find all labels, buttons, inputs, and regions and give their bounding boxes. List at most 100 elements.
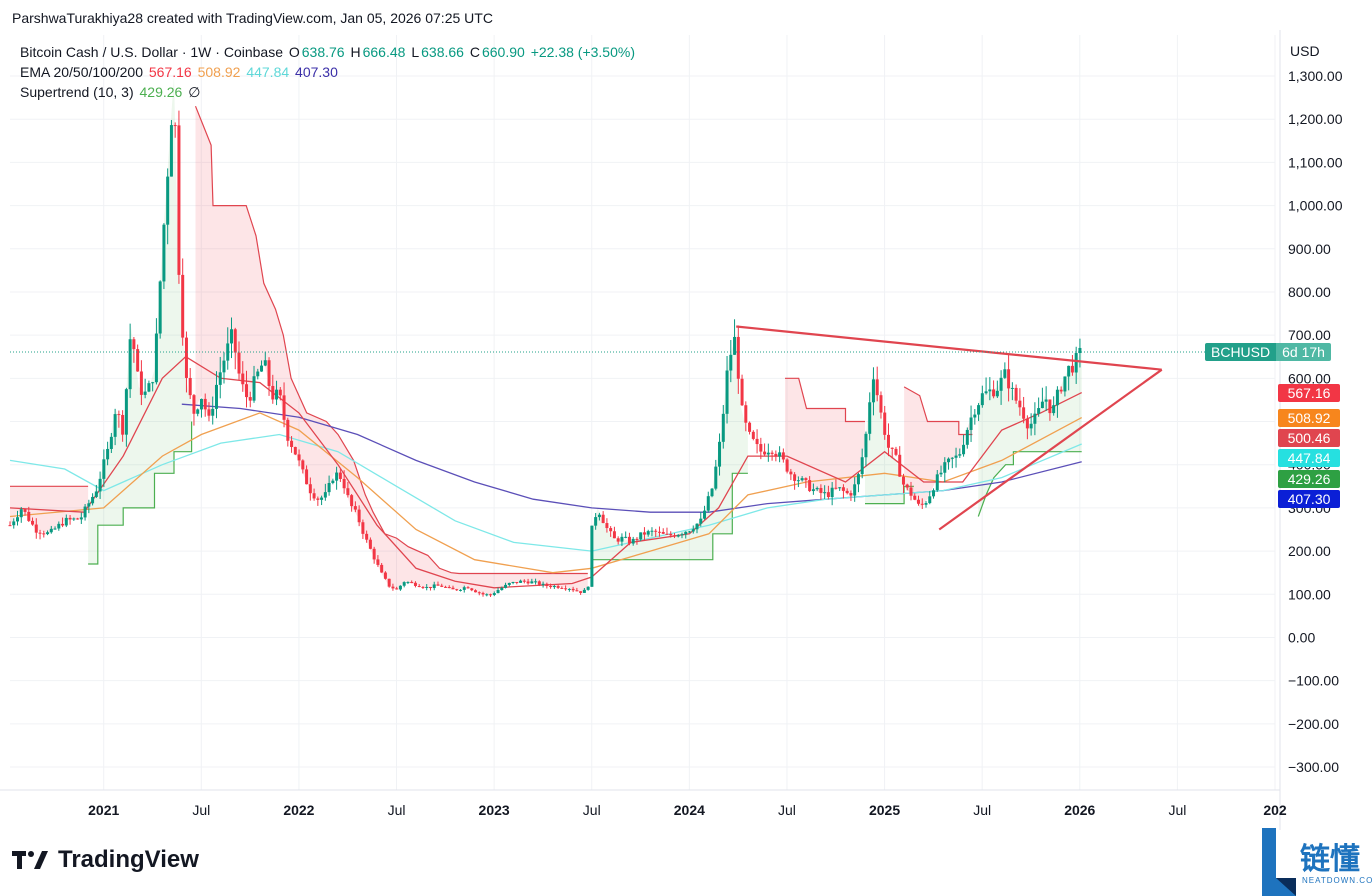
candle-body — [500, 587, 504, 591]
candle-body — [353, 506, 357, 510]
candle-body — [815, 487, 819, 490]
candle-body — [233, 329, 237, 353]
candle-body — [1048, 399, 1052, 414]
ema-row[interactable]: EMA 20/50/100/200 567.16 508.92 447.84 4… — [20, 62, 637, 82]
candle-body — [672, 535, 676, 537]
candle-body — [849, 493, 853, 496]
candle-body — [841, 487, 845, 491]
candle-body — [199, 398, 203, 410]
candle-body — [425, 586, 429, 588]
candle-body — [868, 402, 872, 434]
supertrend-label: Supertrend (10, 3) — [20, 84, 134, 100]
candle-body — [826, 492, 830, 498]
ema100-value: 447.84 — [246, 64, 290, 80]
candle-body — [646, 531, 650, 535]
neatdown-cn: 链懂 — [1300, 842, 1360, 877]
trendline-upper — [736, 325, 1162, 371]
candle-body — [950, 457, 954, 459]
candle-body — [271, 385, 275, 400]
candle-body — [924, 503, 928, 505]
x-tick-label: 202 — [1263, 802, 1287, 818]
candle-body — [286, 419, 290, 441]
candle-body — [1040, 401, 1044, 409]
tradingview-logo[interactable]: TradingView — [12, 846, 199, 874]
candle-body — [781, 452, 785, 460]
price-tag-429-26: 429.26 — [1278, 470, 1340, 488]
candle-body — [428, 586, 432, 589]
candle-body — [462, 587, 466, 590]
candle-body — [718, 441, 722, 467]
candle-body — [496, 590, 500, 594]
candle-body — [620, 536, 624, 542]
candle-body — [823, 492, 827, 494]
change-value: +22.38 (+3.50%) — [530, 44, 635, 60]
candle-body — [46, 532, 50, 535]
candle-body — [917, 499, 921, 504]
candle-body — [909, 487, 913, 496]
y-tick-label: 1,100.00 — [1288, 154, 1343, 170]
candle-body — [943, 462, 947, 473]
price-tag-567-16: 567.16 — [1278, 384, 1340, 402]
candle-body — [939, 472, 943, 475]
candle-body — [744, 405, 748, 423]
candle-body — [417, 585, 421, 587]
candle-body — [443, 586, 447, 588]
y-tick-label: 600.00 — [1288, 370, 1331, 386]
y-tick-label: 100.00 — [1288, 586, 1331, 602]
candle-body — [68, 517, 72, 520]
candle-body — [564, 588, 568, 590]
y-tick-label: 1,200.00 — [1288, 111, 1343, 127]
candle-body — [121, 414, 125, 435]
candle-body — [440, 585, 444, 587]
candle-body — [222, 360, 226, 373]
symbol-price-tag: BCHUSD 6d 17h — [1205, 343, 1331, 361]
candle-body — [556, 586, 560, 588]
candle-body — [699, 518, 703, 524]
candle-body — [305, 469, 309, 485]
candle-body — [856, 474, 860, 485]
candle-body — [136, 349, 140, 372]
candle-body — [721, 413, 725, 442]
price-tag-500-46: 500.46 — [1278, 429, 1340, 447]
candle-body — [676, 535, 680, 537]
candle-body — [177, 125, 181, 275]
candle-body — [579, 591, 583, 593]
chart-legend: Bitcoin Cash / U.S. Dollar · 1W · Coinba… — [20, 42, 637, 102]
candle-body — [132, 339, 136, 350]
candle-body — [958, 454, 962, 456]
candle-body — [79, 517, 83, 520]
candle-body — [748, 422, 752, 432]
neatdown-en: NEATDOWN.COM — [1302, 876, 1372, 885]
candle-body — [575, 590, 579, 592]
supertrend-row[interactable]: Supertrend (10, 3) 429.26 ∅ — [20, 82, 637, 102]
candle-body — [691, 529, 695, 532]
candle-body — [830, 487, 834, 498]
candle-body — [680, 534, 684, 536]
symbol-label[interactable]: Bitcoin Cash / U.S. Dollar · 1W · Coinba… — [20, 44, 283, 60]
candle-body — [226, 343, 230, 361]
candle-body — [391, 586, 395, 589]
candle-body — [263, 360, 267, 366]
candle-body — [492, 593, 496, 596]
candle-body — [8, 525, 12, 527]
candle-body — [759, 444, 763, 452]
candle-body — [162, 224, 166, 282]
candle-body — [76, 518, 80, 520]
candle-body — [935, 474, 939, 491]
candle-body — [252, 376, 256, 401]
candle-body — [158, 281, 162, 334]
candle-body — [684, 531, 688, 535]
candle-body — [567, 588, 571, 590]
candle-body — [695, 523, 699, 530]
ohlc-row: Bitcoin Cash / U.S. Dollar · 1W · Coinba… — [20, 42, 637, 62]
candle-body — [901, 476, 905, 485]
candle-body — [260, 365, 264, 372]
ema200-value: 407.30 — [295, 64, 338, 80]
currency-label[interactable]: USD — [1290, 43, 1320, 59]
supertrend-fill — [88, 76, 192, 564]
hidden-icon[interactable]: ∅ — [188, 84, 201, 100]
candle-body — [995, 390, 999, 397]
y-tick-label: 1,000.00 — [1288, 198, 1343, 214]
price-tag-407-30: 407.30 — [1278, 490, 1340, 508]
